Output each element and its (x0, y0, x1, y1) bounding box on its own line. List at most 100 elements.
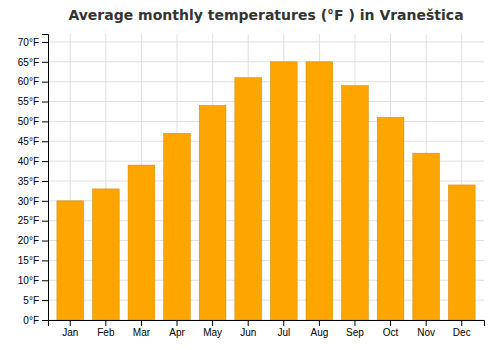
y-tick-label: 25°F (18, 215, 39, 226)
y-tick: 35°F (18, 176, 48, 187)
y-tick-label: 10°F (18, 275, 39, 286)
y-tick: 70°F (18, 37, 48, 48)
y-tick-label: 5°F (23, 295, 39, 306)
y-tick-label: 15°F (18, 255, 39, 266)
y-tick-label: 55°F (18, 96, 39, 107)
y-tick-mark (42, 280, 48, 281)
x-tick-label: Jan (62, 327, 78, 338)
x-tick-mark (177, 320, 178, 326)
y-tick-mark (42, 320, 48, 321)
x-tick-label: Aug (310, 327, 328, 338)
title: Average monthly temperatures (°F ) in Vr… (68, 7, 463, 23)
y-tick-label: 70°F (18, 37, 39, 48)
y-tick-mark (42, 62, 48, 63)
x-tick-label: Dec (453, 327, 471, 338)
y-tick: 15°F (18, 255, 48, 266)
y-tick: 65°F (18, 57, 48, 68)
chart: 0°F 5°F 10°F 15°F 20°F 25°F 30°F 35°F 40°F 45°F 50… (0, 0, 500, 350)
x-tick: Nov (417, 320, 435, 338)
bar (92, 189, 119, 320)
x-axis-line (49, 321, 485, 327)
y-tick: 5°F (23, 295, 48, 306)
x-tick-mark (390, 320, 391, 326)
x-tick-mark (70, 320, 71, 326)
grid (48, 34, 484, 320)
grid-line-y (48, 121, 484, 122)
x-tick: Jul (277, 320, 290, 338)
grid-line-y (48, 101, 484, 102)
y-tick: 10°F (18, 275, 48, 286)
bars (57, 62, 475, 320)
x-tick-label: Mar (133, 327, 151, 338)
y-tick: 45°F (18, 136, 48, 147)
x-tick-label: Apr (169, 327, 185, 338)
x-tick-label: Sep (346, 327, 364, 338)
x-tick-mark (461, 320, 462, 326)
x-tick: Jun (240, 320, 256, 338)
y-tick-mark (42, 102, 48, 103)
y-tick-mark (42, 121, 48, 122)
y-tick: 0°F (23, 315, 48, 326)
bar (342, 86, 369, 320)
bar (164, 133, 191, 320)
bar (235, 78, 262, 320)
x-tick-mark (141, 320, 142, 326)
x-tick: Jan (62, 320, 78, 338)
y-tick: 55°F (18, 96, 48, 107)
plot: 0°F 5°F 10°F 15°F 20°F 25°F 30°F 35°F 40°F 45°F 50… (18, 34, 485, 338)
y-tick-mark (42, 300, 48, 301)
y-tick: 25°F (18, 215, 48, 226)
x-tick-mark (105, 320, 106, 326)
y-tick-mark (42, 221, 48, 222)
grid-line-y (48, 141, 484, 142)
y-tick-mark (42, 241, 48, 242)
y-tick-label: 60°F (18, 76, 39, 87)
y-tick-label: 30°F (18, 196, 39, 207)
x-tick-mark (319, 320, 320, 326)
x-tick-mark (354, 320, 355, 326)
x-tick-mark (212, 320, 213, 326)
x-tick: Sep (346, 320, 364, 338)
y-tick-label: 0°F (23, 315, 39, 326)
y-tick: 30°F (18, 196, 48, 207)
bar (448, 185, 475, 320)
bar (377, 117, 404, 320)
x-tick: Aug (310, 320, 328, 338)
x-tick: Apr (169, 320, 185, 338)
y-tick: 60°F (18, 76, 48, 87)
x-tick-mark (283, 320, 284, 326)
y-tick-label: 35°F (18, 176, 39, 187)
y-tick-label: 45°F (18, 136, 39, 147)
y-tick: 50°F (18, 116, 48, 127)
y-tick: 20°F (18, 235, 48, 246)
y-tick-mark (42, 82, 48, 83)
x-tick-label: Nov (417, 327, 435, 338)
y-tick-label: 20°F (18, 235, 39, 246)
x-tick-label: May (203, 327, 222, 338)
y-tick-label: 50°F (18, 116, 39, 127)
bar (57, 201, 84, 320)
grid-line-y (48, 61, 484, 62)
y-tick-label: 65°F (18, 57, 39, 68)
y-tick-mark (42, 141, 48, 142)
x-tick-label: Feb (97, 327, 115, 338)
y-tick-mark (42, 260, 48, 261)
bar (270, 62, 297, 320)
bar (413, 153, 440, 320)
bar (128, 165, 155, 320)
x-tick: Mar (133, 320, 151, 338)
bar (199, 106, 226, 321)
grid-line-y (48, 41, 484, 42)
x-tick-label: Oct (383, 327, 399, 338)
x-tick: May (203, 320, 222, 338)
y-tick-mark (42, 181, 48, 182)
x-tick-mark (248, 320, 249, 326)
y-tick-mark (42, 42, 48, 43)
y-tick-mark (42, 161, 48, 162)
x-tick: Dec (453, 320, 471, 338)
y-tick-label: 40°F (18, 156, 39, 167)
y-axis-line (42, 35, 49, 321)
x-tick: Oct (383, 320, 399, 338)
y-tick-mark (42, 201, 48, 202)
y-axis: 0°F 5°F 10°F 15°F 20°F 25°F 30°F 35°F 40°F 45°F 50… (18, 35, 49, 326)
